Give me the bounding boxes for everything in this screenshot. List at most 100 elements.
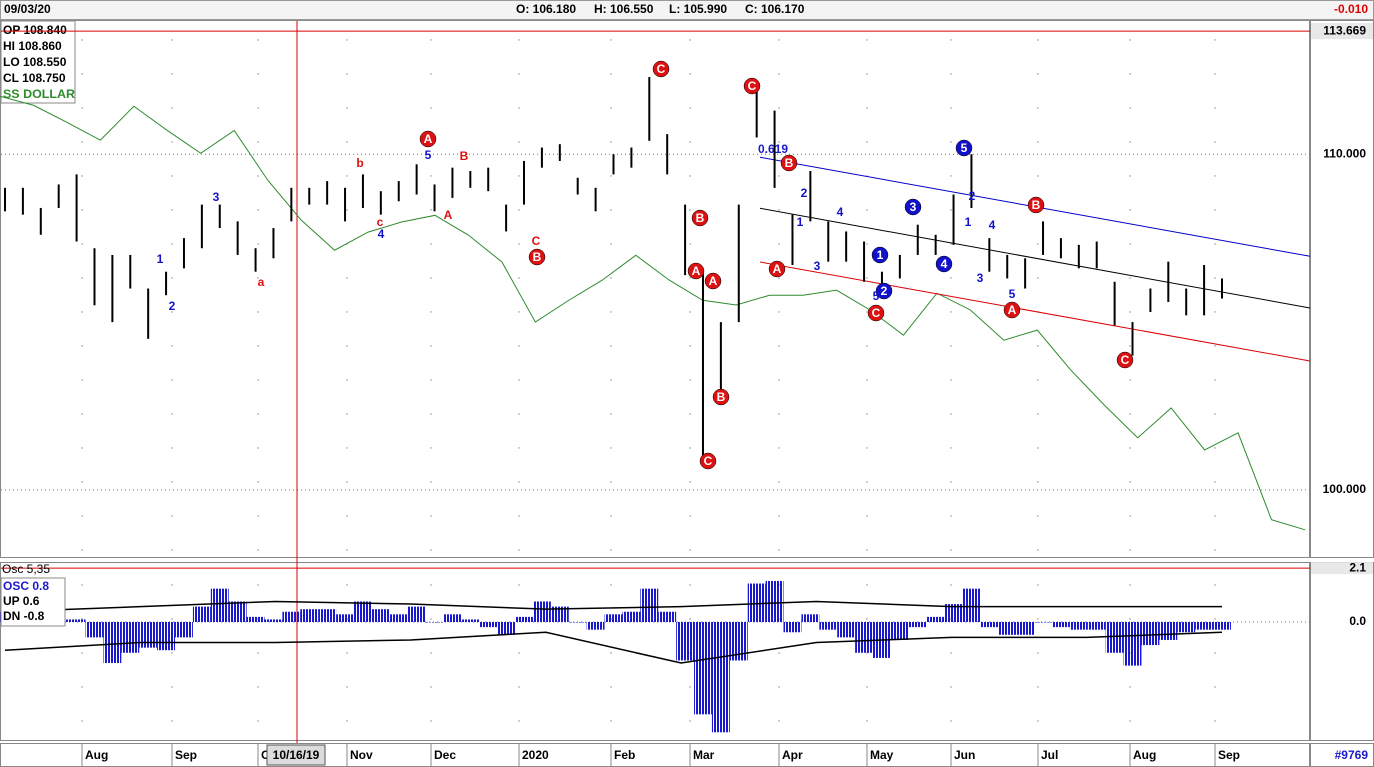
- grid-dot: [518, 277, 520, 279]
- grid-dot: [257, 243, 259, 245]
- osc-bar: [819, 622, 838, 630]
- wave-label: 2: [801, 186, 808, 200]
- grid-dot: [689, 549, 691, 551]
- osc-band: [4, 600, 1222, 613]
- grid-dot: [171, 73, 173, 75]
- grid-dot: [518, 720, 520, 722]
- osc-bar: [246, 616, 265, 622]
- grid-dot: [866, 447, 868, 449]
- grid-dot: [689, 209, 691, 211]
- grid-dot: [346, 39, 348, 41]
- x-tick-label: Dec: [434, 748, 456, 762]
- grid-dot: [1037, 107, 1039, 109]
- grid-dot: [257, 209, 259, 211]
- grid-dot: [346, 209, 348, 211]
- grid-dot: [610, 652, 612, 654]
- grid-dot: [257, 549, 259, 551]
- grid-dot: [171, 447, 173, 449]
- grid-dot: [866, 549, 868, 551]
- y-tick-label: 2.1: [1349, 560, 1366, 574]
- wave-label: 2: [881, 284, 888, 298]
- grid-dot: [610, 720, 612, 722]
- grid-dot: [778, 481, 780, 483]
- grid-dot: [518, 686, 520, 688]
- grid-dot: [257, 277, 259, 279]
- grid-dot: [950, 686, 952, 688]
- osc-bar: [407, 606, 426, 622]
- grid-dot: [81, 584, 83, 586]
- osc-bar: [1123, 622, 1142, 666]
- grid-dot: [950, 141, 952, 143]
- date: 09/03/20: [4, 2, 51, 16]
- grid-dot: [1214, 107, 1216, 109]
- grid-dot: [866, 413, 868, 415]
- grid-dot: [430, 584, 432, 586]
- grid-dot: [171, 515, 173, 517]
- grid-dot: [1037, 175, 1039, 177]
- close: C: 106.170: [745, 2, 805, 16]
- grid-dot: [81, 549, 83, 551]
- grid-dot: [1214, 686, 1216, 688]
- grid-dot: [950, 481, 952, 483]
- grid-dot: [1214, 277, 1216, 279]
- price-panel: [0, 20, 1310, 558]
- grid-dot: [257, 379, 259, 381]
- grid-dot: [518, 141, 520, 143]
- grid-dot: [610, 584, 612, 586]
- grid-dot: [1129, 39, 1131, 41]
- osc-bar: [318, 609, 337, 622]
- y-tick-label: 100.000: [1323, 482, 1367, 496]
- info-line: LO 108.550: [3, 55, 67, 69]
- osc-bar: [729, 622, 748, 661]
- grid-dot: [1129, 345, 1131, 347]
- grid-dot: [1214, 39, 1216, 41]
- grid-dot: [346, 720, 348, 722]
- x-tick-label: Jul: [1041, 748, 1058, 762]
- wave-marker: [1116, 351, 1134, 369]
- grid-dot: [430, 481, 432, 483]
- grid-dot: [1037, 481, 1039, 483]
- grid-dot: [866, 209, 868, 211]
- grid-dot: [1214, 652, 1216, 654]
- grid-dot: [950, 73, 952, 75]
- wave-label: 1: [877, 248, 884, 262]
- osc-bar: [1016, 622, 1035, 635]
- grid-dot: [430, 379, 432, 381]
- grid-dot: [610, 277, 612, 279]
- grid-dot: [257, 73, 259, 75]
- grid-dot: [778, 175, 780, 177]
- grid-dot: [518, 345, 520, 347]
- osc-bar: [711, 622, 730, 733]
- grid-dot: [778, 345, 780, 347]
- grid-dot: [1214, 379, 1216, 381]
- y-tick-label: 113.669: [1323, 23, 1366, 37]
- grid-dot: [1037, 652, 1039, 654]
- grid-dot: [430, 345, 432, 347]
- grid-dot: [1129, 209, 1131, 211]
- x-tick-label: Sep: [1218, 748, 1240, 762]
- grid-dot: [689, 311, 691, 313]
- wave-label: C: [872, 306, 881, 320]
- grid-dot: [257, 175, 259, 177]
- osc-bar: [228, 601, 247, 622]
- grid-dot: [689, 73, 691, 75]
- grid-dot: [1214, 584, 1216, 586]
- grid-dot: [1037, 277, 1039, 279]
- grid-dot: [518, 447, 520, 449]
- grid-dot: [518, 515, 520, 517]
- grid-dot: [1129, 73, 1131, 75]
- grid-dot: [610, 686, 612, 688]
- grid-dot: [1129, 379, 1131, 381]
- grid-dot: [430, 107, 432, 109]
- grid-dot: [518, 481, 520, 483]
- grid-dot: [950, 413, 952, 415]
- grid-dot: [81, 379, 83, 381]
- grid-dot: [689, 515, 691, 517]
- wave-label: 5: [425, 148, 432, 162]
- wave-label: 2: [969, 189, 976, 203]
- x-tick-label: Jun: [954, 748, 975, 762]
- grid-dot: [171, 345, 173, 347]
- grid-dot: [689, 618, 691, 620]
- wave-label: 5: [961, 141, 968, 155]
- osc-bar: [157, 622, 176, 651]
